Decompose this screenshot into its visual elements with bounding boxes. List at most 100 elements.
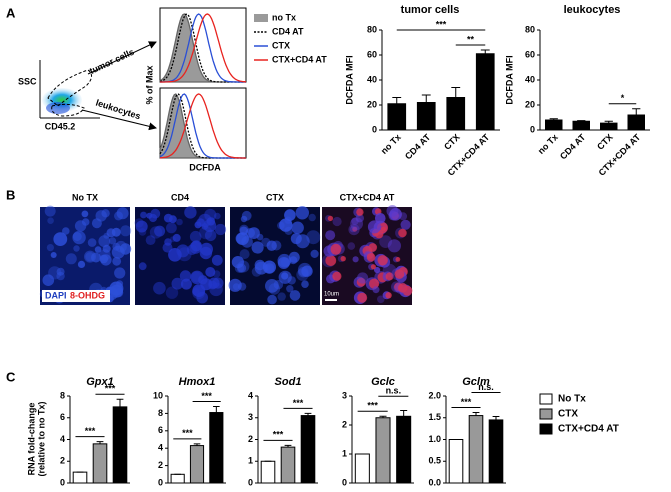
nucleus	[81, 218, 90, 226]
nucleus	[163, 213, 173, 223]
nucleus	[179, 270, 192, 282]
x-tick-label: no Tx	[536, 132, 560, 156]
nucleus	[116, 207, 129, 220]
nucleus	[284, 209, 296, 221]
y-tick-label: 8	[60, 390, 65, 400]
bar	[448, 439, 464, 484]
bar	[280, 446, 296, 484]
significance-label: *	[621, 93, 625, 103]
nucleus	[100, 254, 112, 266]
significance-label: ***	[436, 19, 447, 29]
nucleus	[277, 292, 286, 301]
significance-label: ***	[85, 426, 96, 436]
nucleus	[375, 213, 386, 224]
nucleus	[135, 220, 148, 233]
nucleus	[332, 216, 342, 227]
nucleus	[53, 232, 68, 247]
error-bar	[492, 415, 500, 420]
nucleus	[91, 218, 102, 229]
nucleus	[62, 227, 70, 235]
error-bar	[577, 120, 586, 122]
nucleus	[291, 221, 304, 234]
y-tick-label: 60	[525, 49, 535, 59]
legend-swatch	[539, 423, 553, 435]
significance-label: n.s.	[478, 382, 494, 392]
legend-label: CTX	[272, 40, 290, 50]
y-tick-label: 80	[367, 24, 377, 34]
image-title: No TX	[72, 192, 98, 202]
stain-label: 8-OHDG	[70, 290, 105, 300]
significance-label: ***	[367, 401, 378, 411]
histogram-y-label: % of Max	[144, 65, 154, 104]
bar	[572, 120, 590, 131]
y-axis-label: DCFDA MFI	[504, 55, 514, 104]
nucleus	[138, 262, 147, 271]
nucleus	[145, 235, 156, 246]
gate-label: leukocytes	[95, 97, 142, 121]
gate-label: tumor cells	[88, 47, 136, 76]
nucleus	[109, 237, 117, 245]
stain-spot	[370, 264, 376, 270]
nucleus	[280, 257, 291, 267]
nucleus	[231, 256, 244, 269]
nucleus	[262, 260, 276, 274]
y-tick-label: 0	[530, 124, 535, 134]
nucleus	[153, 281, 166, 295]
nucleus	[180, 278, 192, 290]
significance-label: ***	[105, 384, 116, 394]
y-tick-label: 4	[60, 434, 65, 444]
image-title: CTX+CD4 AT	[340, 192, 395, 202]
nucleus	[237, 260, 250, 273]
legend-swatch	[254, 14, 268, 22]
nucleus	[154, 225, 166, 237]
nucleus	[288, 251, 300, 263]
bar	[468, 415, 484, 484]
nucleus	[171, 277, 184, 290]
error-bar	[193, 443, 201, 446]
chart-title: Hmox1	[179, 376, 216, 388]
error-bar	[284, 444, 292, 448]
nucleus	[295, 206, 309, 220]
nucleus	[387, 239, 401, 253]
y-tick-label: 4	[158, 443, 163, 453]
nucleus	[241, 236, 253, 248]
nucleus	[289, 290, 301, 301]
nucleus	[228, 278, 242, 292]
y-axis-label: RNA fold-change	[26, 403, 36, 476]
micrograph-cells	[322, 205, 413, 305]
stain-label: DAPI	[45, 290, 67, 300]
micrograph-cells	[228, 206, 321, 305]
bar	[112, 406, 128, 484]
nucleus	[279, 218, 293, 232]
panel-label: A	[6, 5, 16, 20]
bar	[375, 417, 391, 484]
stain-legend-box	[42, 290, 110, 302]
y-tick-label: 2	[342, 419, 347, 429]
nucleus	[286, 285, 294, 293]
y-tick-label: 2	[60, 456, 65, 466]
histogram-curve	[159, 13, 246, 83]
error-bar	[400, 410, 408, 417]
bar	[446, 97, 466, 131]
bar	[627, 114, 645, 131]
error-bar	[549, 118, 558, 120]
significance-label: ***	[293, 398, 304, 408]
nucleus	[204, 208, 217, 222]
nucleus	[138, 228, 147, 236]
nucleus	[203, 219, 217, 233]
legend-label: CTX	[558, 409, 578, 420]
nucleus	[209, 282, 223, 297]
error-bar	[96, 441, 104, 444]
error-bar	[472, 412, 480, 416]
stain-spot	[356, 208, 364, 216]
bar	[170, 473, 185, 484]
nucleus	[350, 217, 363, 231]
histogram-curve	[159, 93, 246, 159]
significance-label: ***	[201, 391, 212, 401]
stain-spot	[398, 228, 407, 238]
nucleus	[44, 205, 56, 217]
nucleus	[111, 227, 121, 237]
nucleus	[101, 209, 110, 218]
y-tick-label: 40	[525, 74, 535, 84]
nucleus	[120, 225, 132, 237]
